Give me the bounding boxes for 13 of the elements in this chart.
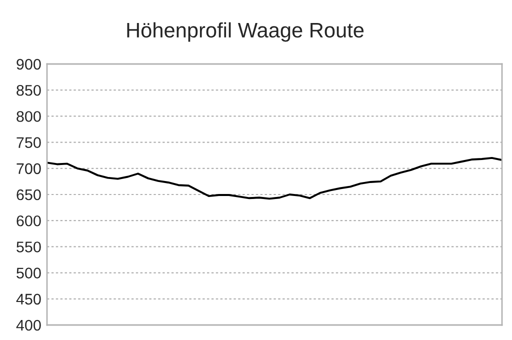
y-tick-label: 600 — [16, 215, 41, 226]
y-tick-label: 500 — [16, 268, 41, 278]
y-tick-label: 450 — [16, 294, 41, 305]
y-tick-label: 900 — [16, 58, 41, 70]
y-tick-label: 850 — [16, 84, 41, 96]
y-tick-label: 650 — [16, 189, 41, 200]
y-tick-label: 750 — [16, 137, 41, 148]
line-series — [47, 156, 502, 200]
y-tick-label: 400 — [16, 320, 41, 331]
y-tick-label: 700 — [16, 163, 41, 174]
y-tick-label: 800 — [16, 111, 41, 122]
chart-title: Höhenprofil Waage Route — [127, 22, 364, 42]
y-tick-label: 550 — [16, 242, 41, 252]
